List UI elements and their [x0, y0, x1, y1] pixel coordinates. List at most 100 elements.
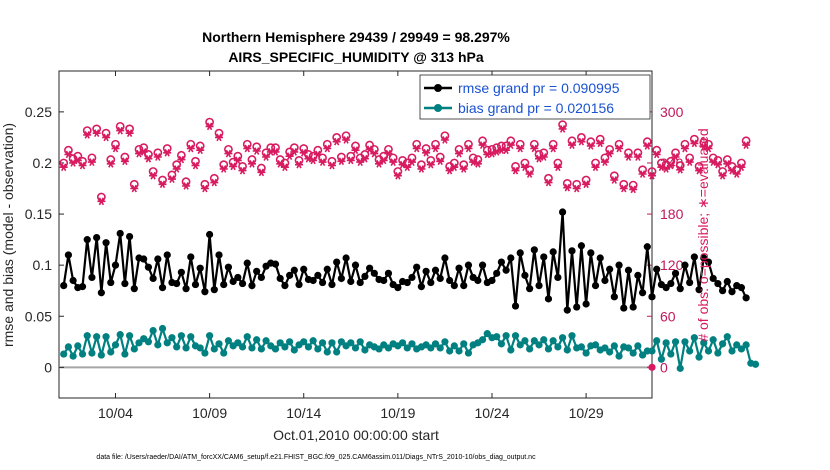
bias-point	[427, 344, 435, 352]
bias-point	[610, 342, 618, 350]
obs-possible-point	[238, 161, 247, 171]
obs-evaluated-point	[624, 153, 633, 161]
chart-title-line1: Northern Hemisphere 29439 / 29949 = 98.2…	[202, 29, 510, 45]
obs-possible-point	[195, 141, 205, 151]
bias-point	[318, 339, 327, 347]
y-left-tick-label: 0.2	[33, 155, 53, 171]
rmse-point	[690, 253, 698, 261]
bias-point	[657, 355, 666, 363]
bias-point	[408, 340, 416, 348]
bias-point	[83, 332, 91, 340]
obs-evaluated-point	[676, 165, 685, 174]
rmse-point	[253, 267, 261, 275]
bias-point	[516, 341, 524, 349]
obs-evaluated-point	[186, 144, 195, 153]
rmse-point	[521, 271, 529, 279]
obs-evaluated-point	[549, 144, 558, 153]
obs-possible-point	[600, 153, 610, 163]
obs-possible-point	[642, 137, 652, 147]
obs-possible-point	[82, 126, 92, 136]
bias-point	[535, 341, 543, 349]
obs-possible-point	[468, 153, 478, 163]
rmse-point	[700, 254, 708, 262]
obs-possible-point	[162, 144, 172, 153]
obs-evaluated-point	[615, 144, 624, 153]
obs-possible-point	[336, 152, 346, 162]
bias-point	[182, 344, 190, 352]
rmse-point	[351, 261, 360, 269]
obs-possible-point	[544, 173, 553, 183]
obs-evaluated-point	[577, 137, 586, 146]
bias-point	[709, 336, 717, 344]
bias-point	[733, 341, 741, 349]
obs-evaluated-point	[473, 159, 482, 168]
obs-evaluated-point	[196, 146, 205, 155]
obs-possible-point	[233, 151, 243, 161]
rmse-point	[78, 283, 87, 291]
obs-possible-point	[609, 171, 619, 181]
obs-evaluated-point	[732, 170, 741, 178]
legend: rmse grand pr = 0.090995 bias grand pr =…	[419, 74, 651, 120]
obs-possible-point	[139, 143, 149, 153]
bias-point	[728, 347, 736, 355]
obs-evaluated-point	[685, 158, 694, 167]
bias-point	[403, 344, 411, 352]
obs-possible-point	[176, 150, 186, 160]
rmse-point	[243, 259, 251, 267]
bias-point	[130, 345, 138, 353]
obs-evaluated-point	[153, 153, 162, 161]
x-tick-label: 10/04	[98, 405, 133, 421]
bias-point	[497, 340, 505, 348]
obs-possible-point	[87, 153, 97, 163]
obs-evaluated-point	[106, 159, 115, 168]
obs-possible-point	[464, 139, 473, 149]
obs-evaluated-point	[351, 146, 360, 155]
bias-point	[700, 339, 708, 347]
obs-possible-point	[548, 139, 558, 149]
bias-point	[243, 333, 251, 341]
rmse-point	[714, 279, 722, 288]
rmse-point	[248, 281, 256, 290]
obs-evaluated-point	[177, 155, 186, 164]
obs-evaluated-point	[111, 144, 120, 153]
bias-point	[154, 341, 162, 349]
y-right-tick-label: 0	[660, 359, 668, 375]
rmse-point	[220, 280, 228, 289]
obs-possible-point	[186, 139, 196, 149]
obs-possible-point	[318, 153, 327, 163]
obs-evaluated-point	[238, 166, 247, 175]
obs-possible-point	[511, 161, 520, 171]
rmse-point	[549, 248, 557, 256]
bias-point	[210, 345, 218, 353]
rmse-point	[121, 279, 129, 288]
obs-possible-point	[737, 158, 746, 168]
rmse-point	[187, 253, 195, 261]
obs-evaluated-point	[149, 171, 158, 180]
obs-evaluated-point	[553, 163, 562, 172]
bias-point	[201, 349, 209, 357]
obs-possible-point	[529, 139, 539, 149]
obs-possible-point	[722, 155, 732, 164]
obs-evaluated-point	[191, 161, 200, 170]
bias-point	[554, 343, 562, 351]
bias-point	[158, 324, 167, 333]
rmse-point	[60, 281, 68, 290]
bias-point	[398, 339, 407, 347]
rmse-point	[606, 265, 614, 273]
obs-evaluated-point	[525, 170, 534, 178]
obs-possible-point	[572, 179, 582, 189]
obs-evaluated-point	[83, 130, 92, 139]
rmse-point	[709, 274, 717, 283]
rmse-point	[591, 281, 600, 290]
obs-evaluated-point	[737, 163, 746, 172]
bias-point	[662, 339, 670, 347]
obs-evaluated-point	[215, 133, 223, 142]
bias-point	[88, 349, 96, 357]
rmse-point	[662, 284, 670, 292]
rmse-point	[125, 232, 134, 241]
obs-evaluated-point	[680, 144, 689, 153]
bias-point	[375, 345, 383, 353]
data-series	[59, 117, 760, 372]
obs-evaluated-point	[360, 154, 369, 163]
obs-evaluated-point	[318, 158, 327, 167]
